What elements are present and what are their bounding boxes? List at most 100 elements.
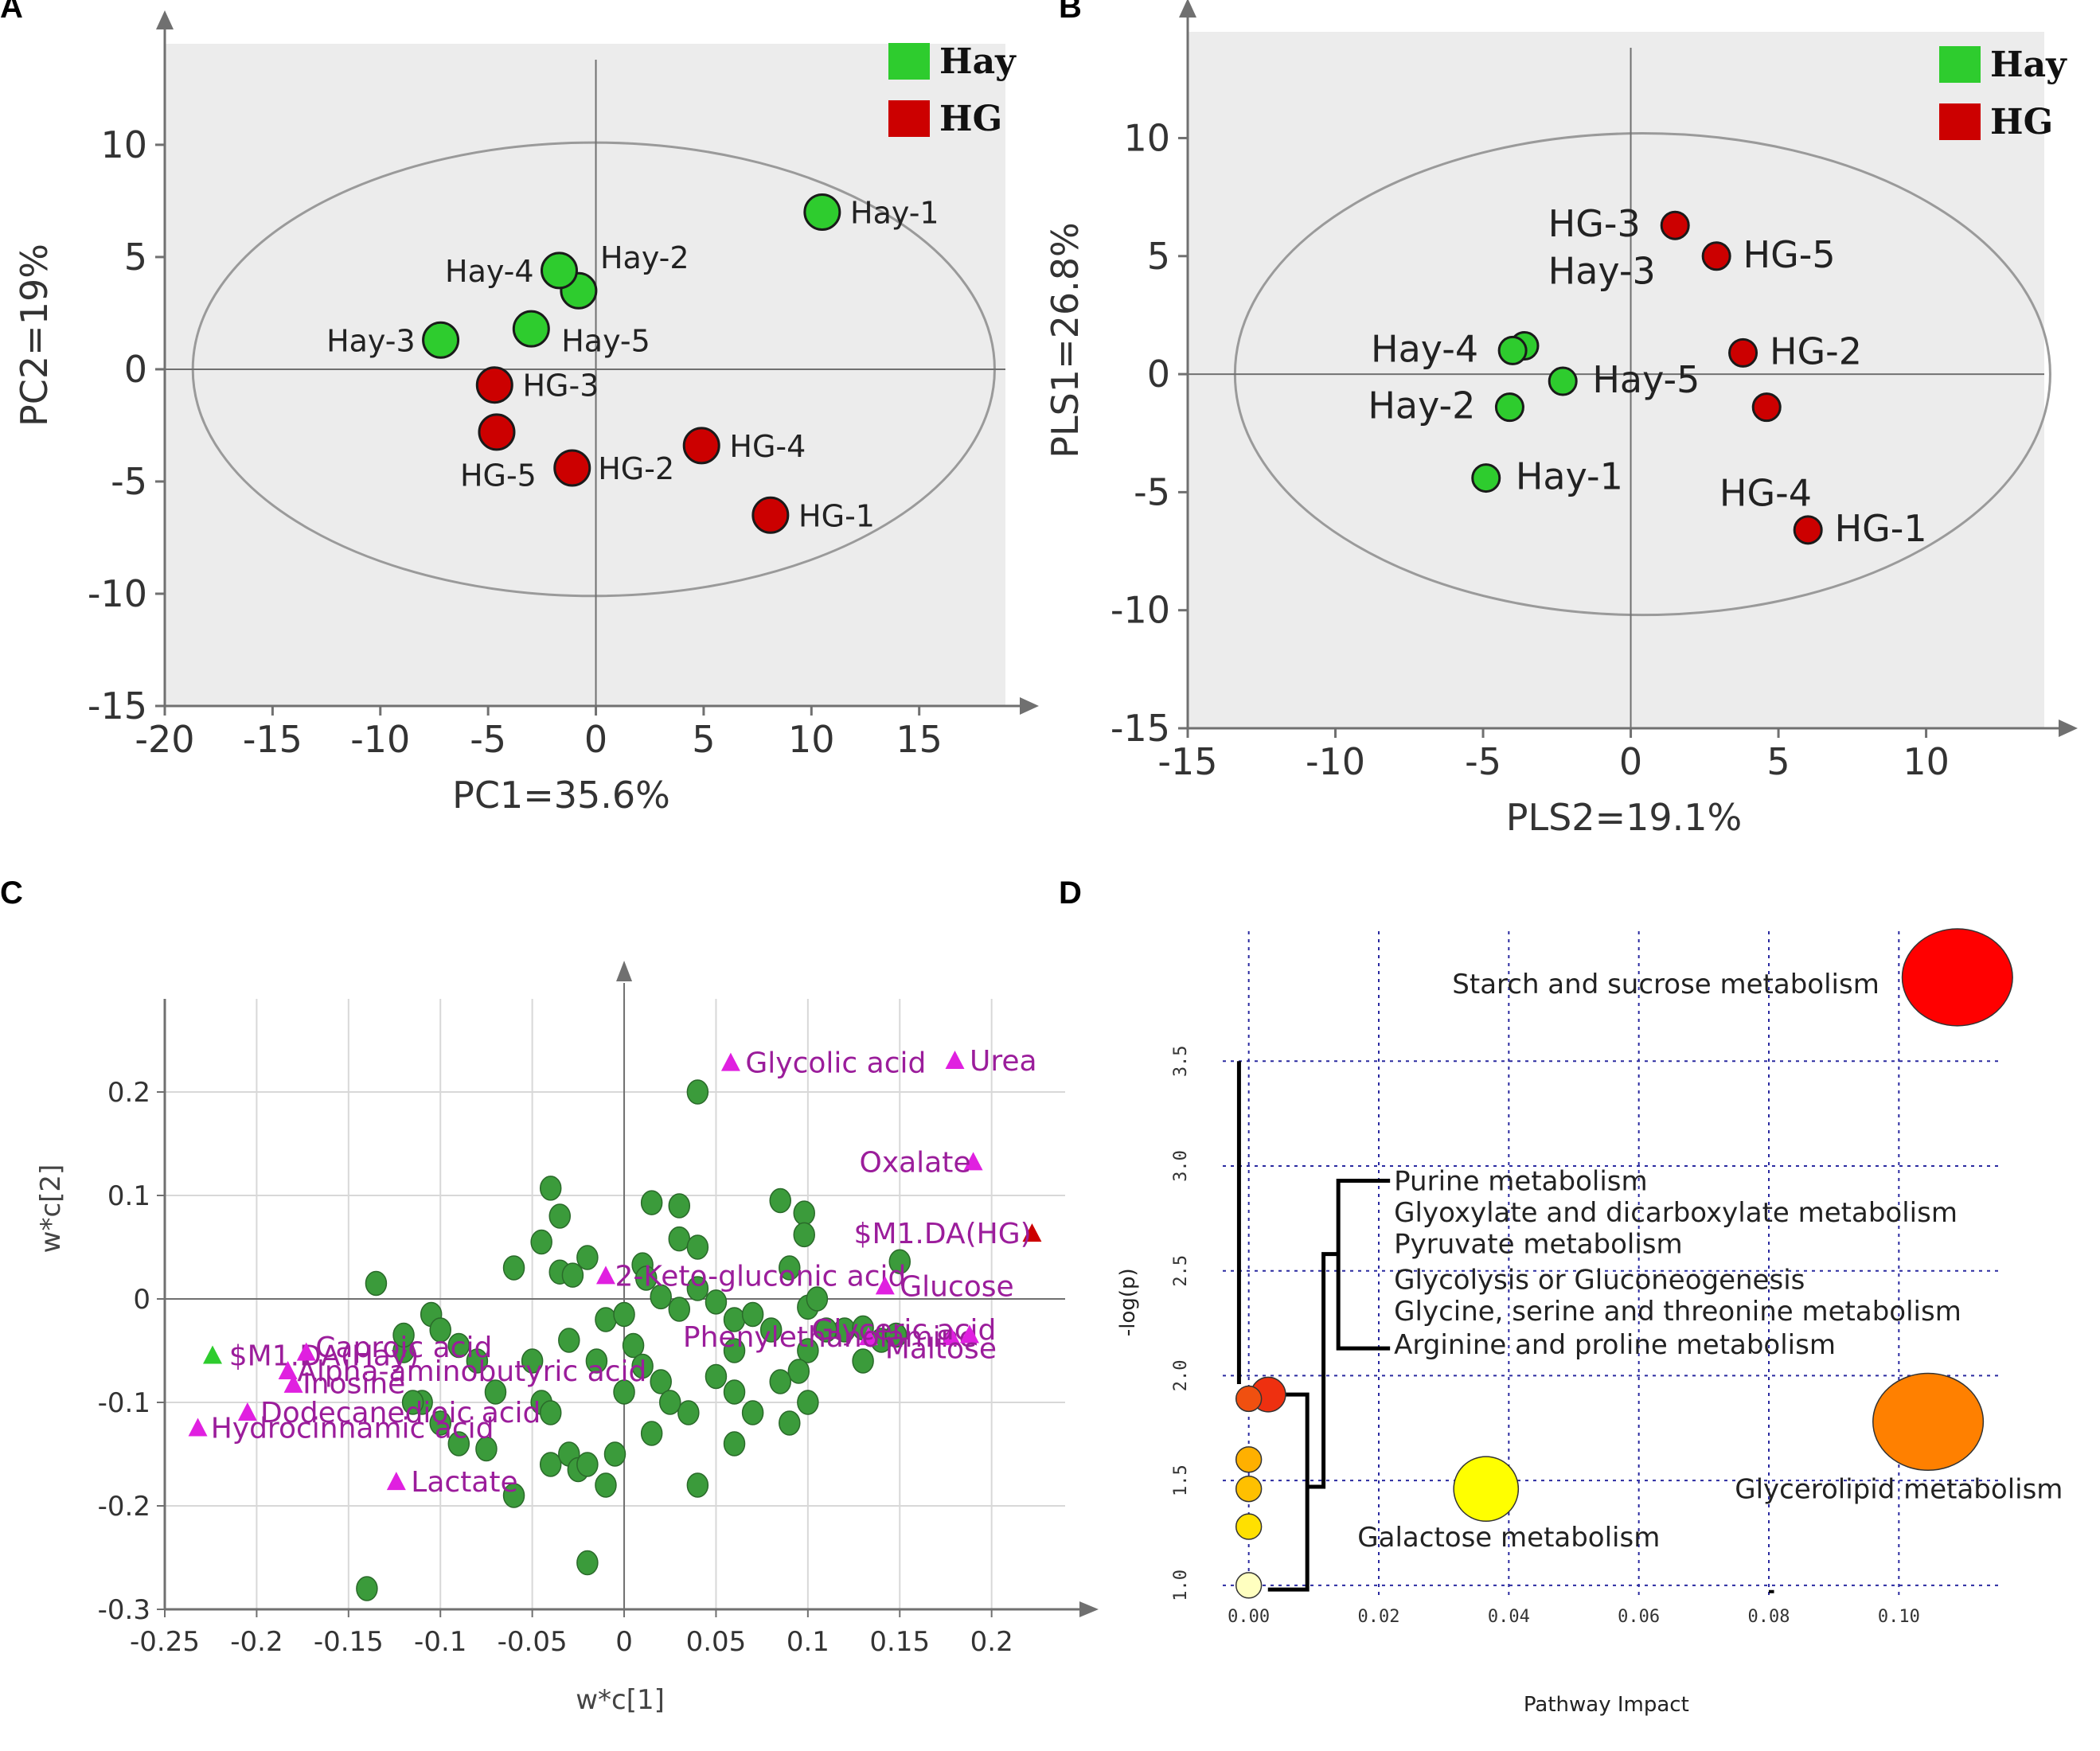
- x-tick-label: 0.15: [869, 1626, 930, 1658]
- y-axis-arrow-icon: [156, 10, 174, 29]
- variable-label: Oxalate: [859, 1146, 970, 1179]
- point-hay-5: [1548, 366, 1578, 396]
- variable-point: [561, 1262, 584, 1288]
- variable-point: [634, 1265, 658, 1291]
- x-tick-label: 10: [788, 718, 835, 761]
- point-hay-4: [1497, 335, 1528, 365]
- variable-point: [797, 1390, 819, 1415]
- pathway-point-2: [1453, 1456, 1520, 1523]
- dendrogram-branch: [1307, 1252, 1339, 1489]
- y-tick-label: 0.1: [107, 1180, 150, 1212]
- variable-point: [723, 1379, 746, 1405]
- variable-point: [595, 1472, 617, 1498]
- x-tick-label: -0.15: [314, 1626, 384, 1658]
- point-label-hay-2: Hay-2: [1368, 384, 1475, 427]
- point-hg-2: [1728, 337, 1758, 368]
- point-hg-3: [1660, 210, 1690, 240]
- x-axis-label: PLS2=19.1%: [1506, 796, 1743, 839]
- variable-point: [640, 1190, 663, 1215]
- point-label-hg-4: HG-4: [729, 429, 806, 464]
- y-tick-label: 2.0: [1171, 1360, 1191, 1392]
- y-axis-label: w*c[2]: [35, 1164, 67, 1254]
- panel-a-pca-score-plot: -20 -15 -10 -5 0 5 10 15-15-10-50510PC1=35.6%PC…: [13, 10, 1039, 817]
- labeled-variable-marker: [283, 1374, 303, 1393]
- x-tick-label: -15: [243, 718, 303, 761]
- point-label-hg-3: HG-3: [1548, 202, 1641, 245]
- y-axis-arrow-icon: [1179, 0, 1196, 18]
- y-axis-label: PLS1=26.8%: [1044, 222, 1087, 458]
- variable-label: 2-Keto-gluconic acid: [615, 1260, 907, 1293]
- variable-point: [677, 1400, 700, 1425]
- pathway-label-starch: Starch and sucrose metabolism: [1452, 969, 1879, 1000]
- variable-point: [759, 1317, 783, 1343]
- panel-label-b: B: [1059, 0, 1082, 25]
- variable-point: [484, 1379, 507, 1405]
- x-tick-label: 0.05: [686, 1626, 747, 1658]
- labeled-variable-marker: [237, 1402, 257, 1421]
- point-hay-1: [803, 193, 841, 232]
- panel-label-c: C: [0, 876, 23, 911]
- variable-point: [558, 1328, 580, 1353]
- variable-point: [530, 1229, 552, 1255]
- x-axis-label: PC1=35.6%: [452, 774, 670, 817]
- variable-point: [797, 1338, 819, 1363]
- pathway-label: Glycolysis or Gluconeogenesis: [1394, 1264, 1805, 1296]
- variable-point: [815, 1317, 837, 1343]
- variable-point: [466, 1348, 489, 1374]
- x-tick-label: 0.10: [1878, 1607, 1920, 1627]
- x-tick-label: -20: [135, 718, 194, 761]
- variable-point: [779, 1410, 801, 1436]
- y-tick-label: 1.5: [1171, 1464, 1191, 1496]
- variable-point: [539, 1452, 562, 1477]
- variable-label: Lactate: [411, 1466, 517, 1499]
- variable-point: [548, 1203, 572, 1229]
- labeled-variable-marker: [1022, 1223, 1042, 1242]
- variable-point: [622, 1332, 645, 1359]
- y-tick-label: 0: [124, 348, 147, 391]
- point-label-hg-1: HG-1: [798, 498, 875, 533]
- labeled-variable-marker: [959, 1324, 979, 1343]
- labeled-variable-marker: [963, 1152, 983, 1171]
- panel-d-pathway-analysis: 1.0 1.5 2.0 2.5 3.0 3.5 0.00 0.02 0.04 0.06 0.08 0.…: [1116, 928, 2063, 1717]
- y-tick-label: 10: [100, 123, 147, 166]
- y-tick-label: -0.2: [98, 1491, 150, 1523]
- variable-point: [723, 1431, 746, 1457]
- variable-point: [576, 1452, 599, 1477]
- labeled-variable-marker: [278, 1361, 298, 1379]
- variable-point: [475, 1436, 498, 1462]
- y-tick-label: -10: [88, 572, 147, 615]
- x-tick-label: 0.06: [1618, 1607, 1660, 1627]
- pathway-point-6: [1235, 1475, 1263, 1503]
- y-tick-label: -15: [1111, 707, 1170, 750]
- point-hg-4: [1751, 392, 1782, 423]
- variable-point: [502, 1483, 525, 1508]
- x-tick-label: 0.02: [1358, 1607, 1400, 1627]
- point-hg-3: [475, 366, 513, 404]
- point-label-hay-5: Hay-5: [561, 323, 650, 358]
- panel-b-pls-score-plot: -15 -10 -5 0 5 10 -15 -10 -5 0 5 10 PLS2=19.1% PLS1=2…: [1044, 0, 2078, 839]
- y-tick-label: -0.1: [98, 1387, 150, 1419]
- variable-label: $M1.DA(Hay): [229, 1340, 420, 1373]
- variable-point: [793, 1222, 815, 1248]
- point-hg-1: [1793, 515, 1823, 545]
- labeled-variable-marker: [386, 1472, 406, 1491]
- labeled-variable-marker: [720, 1052, 740, 1071]
- x-tick-label: -15: [1157, 740, 1217, 783]
- pathway-point-5: [1235, 1446, 1263, 1473]
- variable-point: [686, 1234, 709, 1260]
- pathway-point-8: [1235, 1572, 1263, 1599]
- x-tick-label: 0.2: [970, 1626, 1013, 1658]
- legend-swatch-hg: [1939, 103, 1981, 140]
- x-tick-label: 0.04: [1488, 1607, 1530, 1627]
- x-tick-label: -0.05: [498, 1626, 568, 1658]
- pathway-label: Purine metabolism: [1394, 1165, 1647, 1197]
- point-hg-4: [682, 427, 720, 465]
- variable-label: Phenylethanolamine: [683, 1321, 977, 1354]
- pathway-label-glycerolipid: Glycerolipid metabolism: [1735, 1474, 2063, 1506]
- point-hay-2: [1494, 392, 1524, 423]
- variable-point: [806, 1286, 829, 1312]
- x-axis-arrow-icon: [1020, 697, 1039, 715]
- y-tick-label: 5: [124, 236, 147, 279]
- variable-point: [603, 1441, 626, 1467]
